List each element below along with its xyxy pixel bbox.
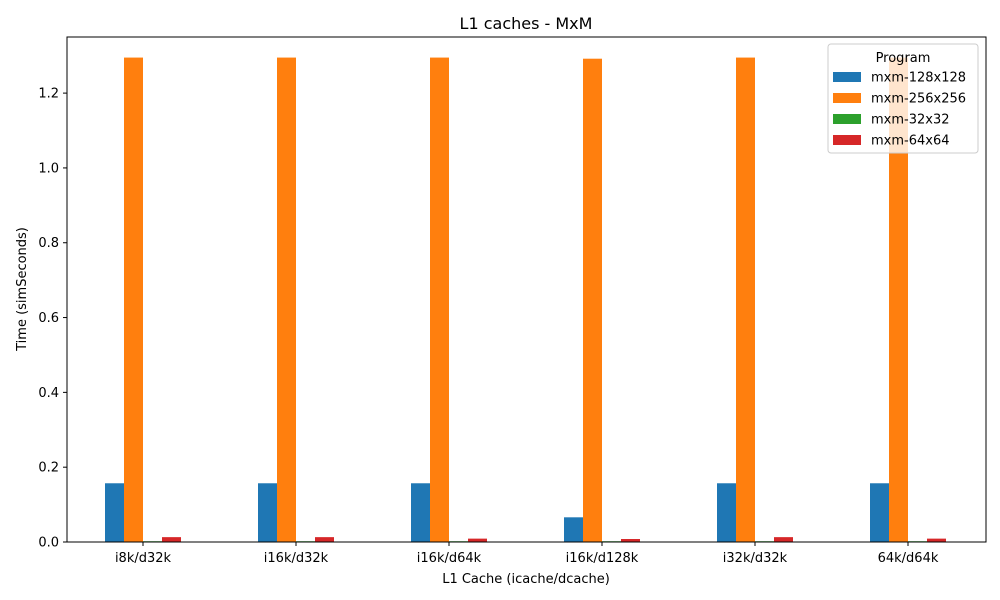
y-axis-title: Time (simSeconds) — [15, 227, 30, 352]
y-tick-label: 1.0 — [38, 161, 59, 176]
y-tick-label: 0.0 — [38, 536, 59, 551]
y-tick-label: 0.8 — [38, 236, 59, 251]
x-tick-label: i16k/d64k — [417, 551, 482, 566]
bar-mxm-256x256-i32k/d32k — [736, 57, 755, 542]
bar-mxm-128x128-i16k/d32k — [258, 483, 277, 542]
bar-mxm-256x256-64k/d64k — [889, 57, 908, 542]
bar-mxm-64x64-i32k/d32k — [774, 537, 793, 542]
bar-mxm-64x64-i16k/d128k — [621, 539, 640, 542]
bar-mxm-64x64-i16k/d32k — [315, 537, 334, 542]
legend-swatch-mxm-256x256 — [833, 93, 861, 103]
bar-mxm-128x128-i16k/d128k — [564, 517, 583, 542]
y-tick-label: 0.6 — [38, 311, 59, 326]
x-tick-label: i32k/d32k — [723, 551, 788, 566]
legend: Program mxm-128x128 mxm-256x256 mxm-32x32 m… — [827, 43, 979, 154]
x-tick-label: i16k/d128k — [566, 551, 639, 566]
bar-mxm-64x64-64k/d64k — [927, 538, 946, 542]
bar-mxm-64x64-i16k/d64k — [468, 538, 487, 542]
bars-group — [105, 57, 946, 542]
legend-label-mxm-128x128: mxm-128x128 — [871, 71, 966, 86]
bar-mxm-256x256-i16k/d64k — [430, 57, 449, 542]
bar-mxm-128x128-i32k/d32k — [717, 483, 736, 542]
x-axis: i8k/d32k i16k/d32k i16k/d64k i16k/d128k i32k… — [115, 542, 939, 566]
bar-mxm-256x256-i8k/d32k — [124, 57, 143, 542]
legend-swatch-mxm-128x128 — [833, 72, 861, 82]
x-axis-title: L1 Cache (icache/dcache) — [442, 572, 610, 587]
y-tick-label: 0.2 — [38, 461, 59, 476]
y-tick-label: 0.4 — [38, 386, 59, 401]
legend-label-mxm-64x64: mxm-64x64 — [871, 134, 950, 149]
bar-mxm-64x64-i8k/d32k — [162, 537, 181, 542]
bar-mxm-256x256-i16k/d128k — [583, 58, 602, 542]
legend-swatch-mxm-64x64 — [833, 135, 861, 145]
legend-title: Program — [876, 51, 931, 66]
bar-mxm-128x128-i8k/d32k — [105, 483, 124, 542]
plot-frame — [66, 36, 987, 543]
chart-title: L1 caches - MxM — [460, 14, 593, 33]
x-tick-label: i16k/d32k — [264, 551, 329, 566]
legend-label-mxm-256x256: mxm-256x256 — [871, 92, 966, 107]
x-tick-label: 64k/d64k — [878, 551, 939, 566]
y-axis: 0.0 0.2 0.4 0.6 0.8 1.0 1.2 — [38, 87, 67, 551]
bar-mxm-128x128-64k/d64k — [870, 483, 889, 542]
bar-mxm-128x128-i16k/d64k — [411, 483, 430, 542]
legend-box — [827, 43, 979, 154]
y-tick-label: 1.2 — [38, 87, 59, 102]
x-tick-label: i8k/d32k — [115, 551, 172, 566]
bar-mxm-256x256-i16k/d32k — [277, 57, 296, 542]
legend-label-mxm-32x32: mxm-32x32 — [871, 113, 950, 128]
legend-swatch-mxm-32x32 — [833, 114, 861, 124]
